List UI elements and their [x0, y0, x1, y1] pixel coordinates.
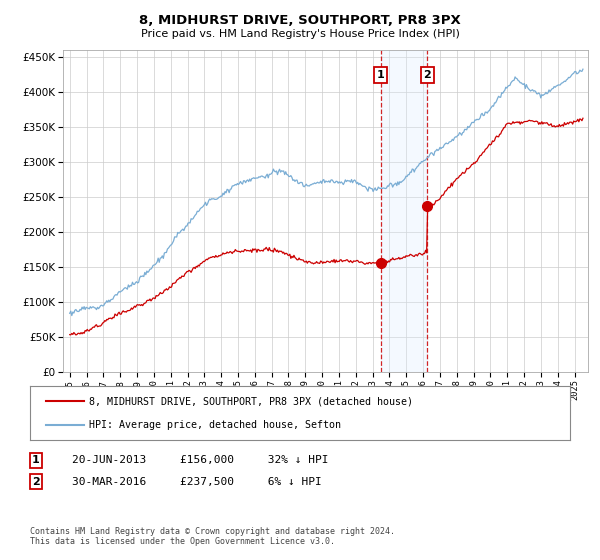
Text: 1: 1: [377, 70, 385, 80]
Text: 30-MAR-2016     £237,500     6% ↓ HPI: 30-MAR-2016 £237,500 6% ↓ HPI: [72, 477, 322, 487]
Text: 1: 1: [32, 455, 40, 465]
Text: 20-JUN-2013     £156,000     32% ↓ HPI: 20-JUN-2013 £156,000 32% ↓ HPI: [72, 455, 329, 465]
Text: 2: 2: [32, 477, 40, 487]
Text: Contains HM Land Registry data © Crown copyright and database right 2024.
This d: Contains HM Land Registry data © Crown c…: [30, 526, 395, 546]
Text: Price paid vs. HM Land Registry's House Price Index (HPI): Price paid vs. HM Land Registry's House …: [140, 29, 460, 39]
Text: 2: 2: [424, 70, 431, 80]
Text: 8, MIDHURST DRIVE, SOUTHPORT, PR8 3PX: 8, MIDHURST DRIVE, SOUTHPORT, PR8 3PX: [139, 14, 461, 27]
Bar: [380, 50, 427, 372]
Text: 8, MIDHURST DRIVE, SOUTHPORT, PR8 3PX (detached house): 8, MIDHURST DRIVE, SOUTHPORT, PR8 3PX (d…: [89, 396, 413, 407]
Text: HPI: Average price, detached house, Sefton: HPI: Average price, detached house, Seft…: [89, 419, 341, 430]
